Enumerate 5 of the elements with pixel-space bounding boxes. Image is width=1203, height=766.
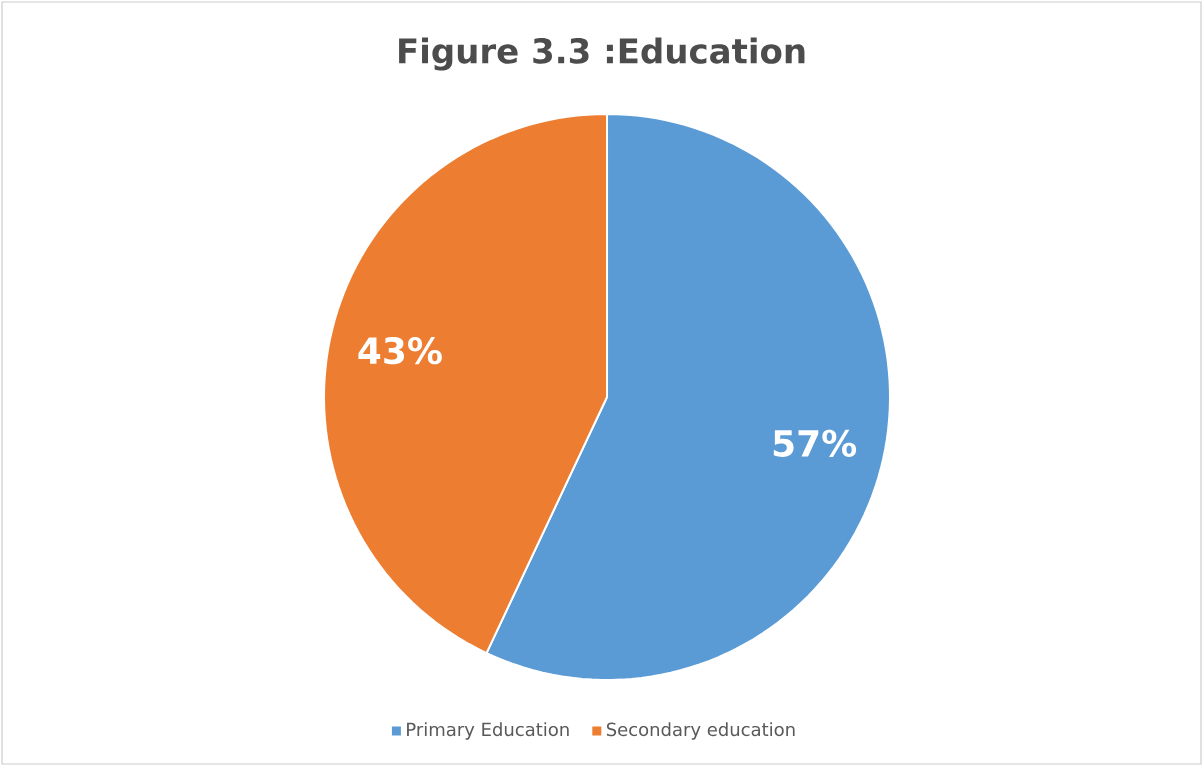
legend-label: Secondary education bbox=[606, 722, 795, 740]
legend-label: Primary Education bbox=[407, 722, 569, 740]
chart-title: Figure 3.3 :Education bbox=[399, 37, 805, 71]
data-label: 43% bbox=[358, 337, 442, 365]
data-label: 57% bbox=[773, 429, 857, 457]
